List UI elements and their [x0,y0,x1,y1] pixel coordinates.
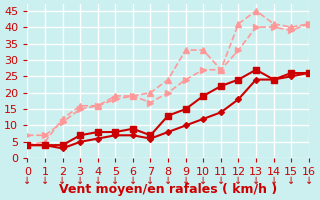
Text: ↓: ↓ [59,176,67,186]
Text: ↓: ↓ [217,176,225,186]
Text: ↓: ↓ [76,176,84,186]
Text: ↓: ↓ [129,176,137,186]
Text: ↓: ↓ [287,176,295,186]
X-axis label: Vent moyen/en rafales ( km/h ): Vent moyen/en rafales ( km/h ) [59,183,277,196]
Text: ↓: ↓ [182,176,190,186]
Text: ↓: ↓ [147,176,155,186]
Text: ↓: ↓ [164,176,172,186]
Text: ↓: ↓ [111,176,119,186]
Text: ↓: ↓ [234,176,243,186]
Text: ↓: ↓ [269,176,278,186]
Text: ↓: ↓ [305,176,313,186]
Text: ↓: ↓ [23,176,31,186]
Text: ↓: ↓ [41,176,49,186]
Text: ↓: ↓ [199,176,207,186]
Text: ↓: ↓ [252,176,260,186]
Text: ↓: ↓ [94,176,102,186]
